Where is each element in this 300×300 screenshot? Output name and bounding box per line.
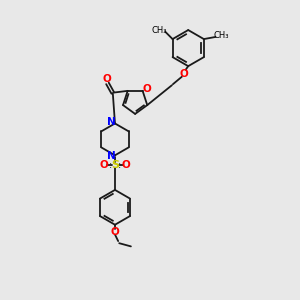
Text: CH₃: CH₃ — [152, 26, 167, 35]
Text: O: O — [111, 226, 119, 236]
Text: O: O — [179, 69, 188, 79]
Text: :: : — [109, 160, 112, 170]
Text: O: O — [142, 84, 151, 94]
Text: CH₃: CH₃ — [214, 32, 229, 40]
Text: :: : — [118, 160, 122, 170]
Text: O: O — [122, 160, 130, 170]
Text: O: O — [103, 74, 111, 84]
Text: N: N — [107, 152, 116, 161]
Text: S: S — [111, 160, 119, 170]
Text: N: N — [107, 117, 116, 128]
Text: O: O — [100, 160, 108, 170]
